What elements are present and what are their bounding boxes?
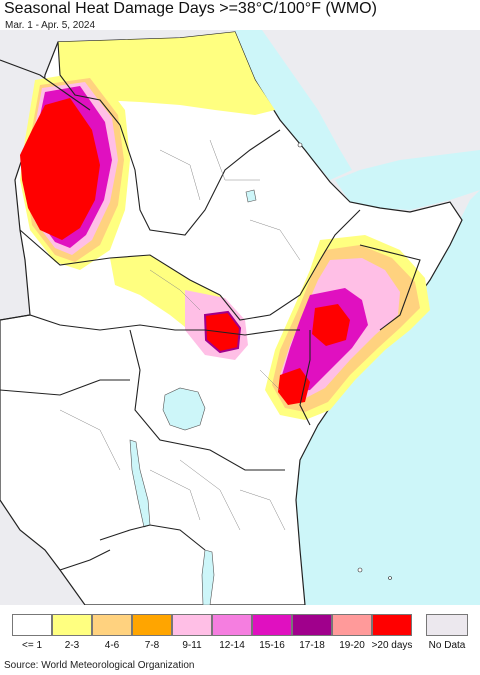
zone-gt20-kenya-north (312, 304, 350, 346)
legend-label: 15-16 (259, 640, 285, 651)
legend-label-no-data: No Data (428, 640, 466, 651)
legend-swatch (52, 614, 92, 636)
legend-swatch (172, 614, 212, 636)
legend-swatch (132, 614, 172, 636)
lake-malawi (201, 549, 215, 605)
island (297, 142, 303, 148)
country-borders (0, 41, 421, 571)
legend-label: 4-6 (104, 640, 120, 651)
legend-swatch (292, 614, 332, 636)
source-credit: Source: World Meteorological Organizatio… (4, 660, 195, 671)
heat-damage-map (0, 30, 480, 605)
date-range: Mar. 1 - Apr. 5, 2024 (5, 20, 96, 31)
admin-lines (59, 139, 301, 531)
legend-label: 2-3 (64, 640, 80, 651)
legend-swatch (212, 614, 252, 636)
legend-label: >20 days (371, 640, 413, 651)
legend-label: 19-20 (339, 640, 365, 651)
legend-label: 7-8 (144, 640, 160, 651)
lake-tana (245, 189, 257, 203)
red-sea (235, 30, 352, 180)
legend-label: 12-14 (219, 640, 245, 651)
zone-gt20-west (20, 98, 100, 240)
island (357, 567, 363, 573)
legend: <= 1 2-3 4-6 7-8 9-11 12-14 15-16 17-18 19-20 >20… (0, 610, 480, 655)
gulf-of-aden (335, 150, 480, 210)
legend-swatch (92, 614, 132, 636)
lake-victoria (162, 387, 206, 431)
legend-swatch-no-data (426, 614, 468, 636)
legend-label: 17-18 (299, 640, 325, 651)
legend-swatch (332, 614, 372, 636)
legend-swatch (252, 614, 292, 636)
legend-label: <= 1 (21, 640, 43, 651)
legend-label: 9-11 (182, 640, 202, 651)
island (388, 576, 392, 580)
legend-swatch (372, 614, 412, 636)
indian-ocean (296, 190, 480, 605)
legend-swatch (12, 614, 52, 636)
map-title: Seasonal Heat Damage Days >=38°C/100°F (… (4, 0, 377, 17)
